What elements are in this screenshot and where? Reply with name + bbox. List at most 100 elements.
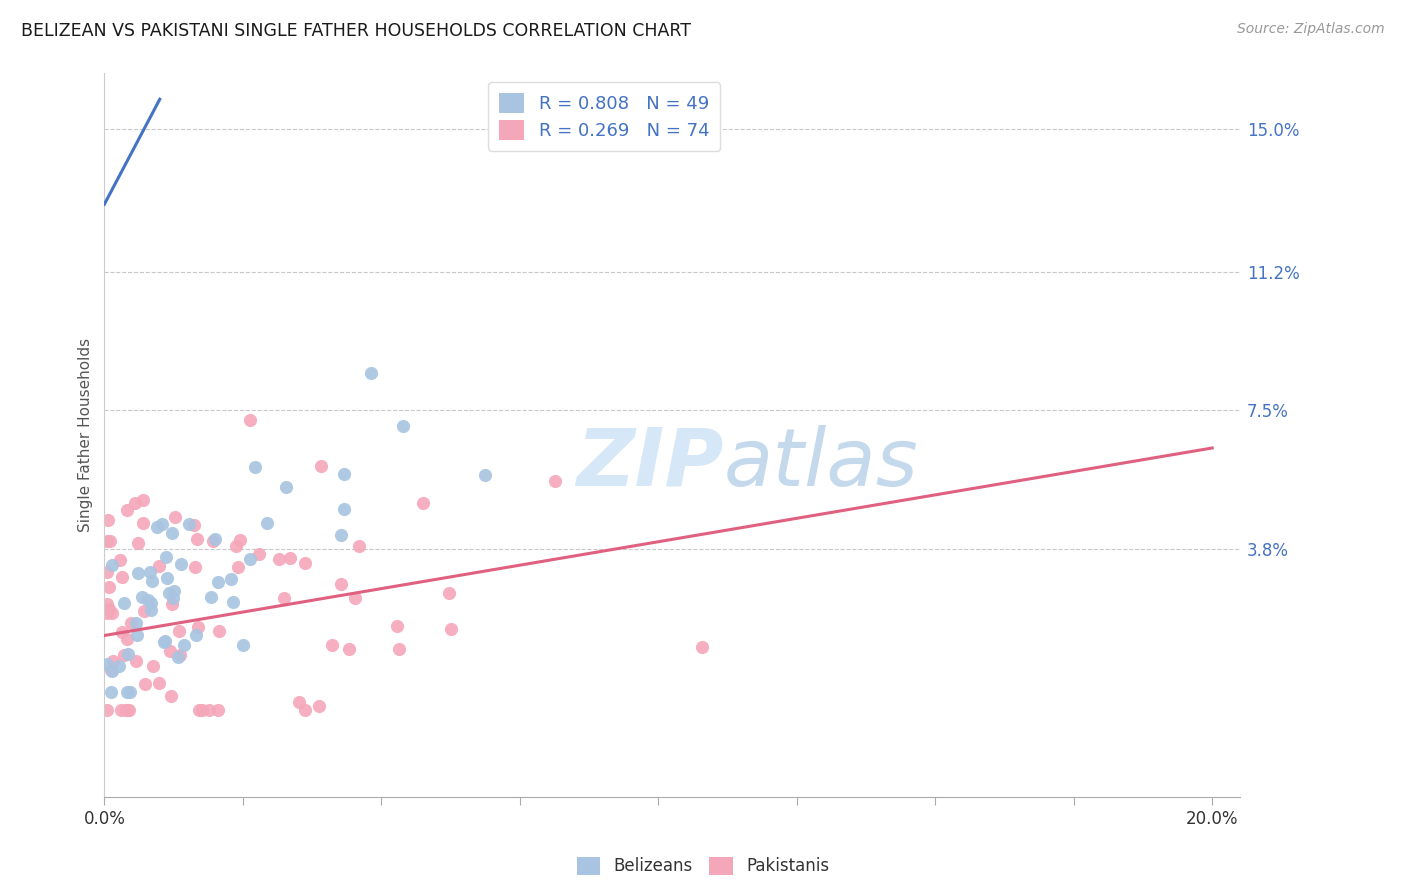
Point [124, 496, 146, 510]
Point [247, 547, 270, 561]
Point [148, 558, 170, 573]
Point [197, 704, 219, 718]
Point [229, 533, 252, 547]
Point [136, 593, 159, 607]
Point [159, 644, 181, 658]
Point [360, 367, 382, 381]
Point [440, 622, 463, 636]
Point [309, 459, 332, 474]
Point [127, 536, 149, 550]
Point [256, 516, 278, 530]
Point [330, 577, 353, 591]
Point [329, 527, 352, 541]
Point [159, 690, 181, 704]
Point [132, 516, 155, 530]
Point [110, 704, 132, 718]
Point [134, 677, 156, 691]
Point [115, 632, 138, 647]
Point [202, 533, 225, 548]
Point [120, 615, 142, 630]
Point [162, 598, 184, 612]
Point [156, 570, 179, 584]
Point [232, 638, 254, 652]
Point [321, 638, 343, 652]
Text: atlas: atlas [723, 425, 918, 503]
Point [226, 560, 249, 574]
Point [349, 539, 371, 553]
Point [225, 539, 247, 553]
Point [207, 704, 229, 718]
Text: BELIZEAN VS PAKISTANI SINGLE FATHER HOUSEHOLDS CORRELATION CHART: BELIZEAN VS PAKISTANI SINGLE FATHER HOUS… [21, 22, 692, 40]
Point [97, 513, 120, 527]
Point [124, 615, 146, 630]
Point [117, 647, 139, 661]
Point [273, 591, 295, 605]
Point [188, 704, 211, 718]
Point [142, 658, 165, 673]
Point [100, 664, 122, 678]
Point [190, 704, 212, 718]
Point [187, 620, 209, 634]
Point [96, 597, 118, 611]
Point [98, 533, 121, 548]
Point [96, 534, 118, 549]
Point [239, 551, 262, 566]
Point [267, 552, 290, 566]
Point [118, 704, 141, 718]
Point [148, 676, 170, 690]
Point [127, 566, 149, 580]
Point [101, 606, 124, 620]
Point [96, 657, 118, 671]
Legend: R = 0.808   N = 49, R = 0.269   N = 74: R = 0.808 N = 49, R = 0.269 N = 74 [488, 82, 720, 151]
Point [207, 575, 229, 590]
Point [474, 468, 496, 483]
Y-axis label: Single Father Households: Single Father Households [79, 338, 93, 532]
Point [141, 574, 163, 588]
Point [125, 628, 148, 642]
Point [139, 602, 162, 616]
Point [204, 532, 226, 546]
Point [112, 648, 135, 662]
Point [96, 704, 118, 718]
Point [167, 624, 190, 639]
Point [100, 684, 122, 698]
Point [332, 501, 354, 516]
Point [388, 642, 411, 657]
Point [221, 595, 243, 609]
Point [107, 659, 129, 673]
Point [543, 474, 565, 488]
Point [412, 496, 434, 510]
Point [333, 467, 356, 481]
Point [101, 558, 124, 573]
Point [157, 586, 180, 600]
Point [153, 635, 176, 649]
Point [97, 580, 120, 594]
Point [96, 606, 118, 620]
Point [239, 413, 262, 427]
Point [245, 460, 267, 475]
Point [112, 596, 135, 610]
Point [120, 684, 142, 698]
Point [132, 492, 155, 507]
Point [170, 557, 193, 571]
Point [101, 664, 124, 678]
Point [294, 556, 316, 570]
Point [173, 638, 195, 652]
Point [186, 532, 208, 546]
Point [108, 553, 131, 567]
Point [97, 602, 120, 616]
Point [294, 704, 316, 718]
Point [287, 695, 309, 709]
Point [274, 480, 297, 494]
Point [139, 595, 162, 609]
Point [392, 418, 415, 433]
Point [437, 585, 460, 599]
Point [111, 625, 134, 640]
Point [184, 627, 207, 641]
Point [150, 516, 173, 531]
Point [169, 648, 191, 663]
Point [163, 584, 186, 599]
Point [208, 624, 231, 638]
Point [115, 503, 138, 517]
Text: Source: ZipAtlas.com: Source: ZipAtlas.com [1237, 22, 1385, 37]
